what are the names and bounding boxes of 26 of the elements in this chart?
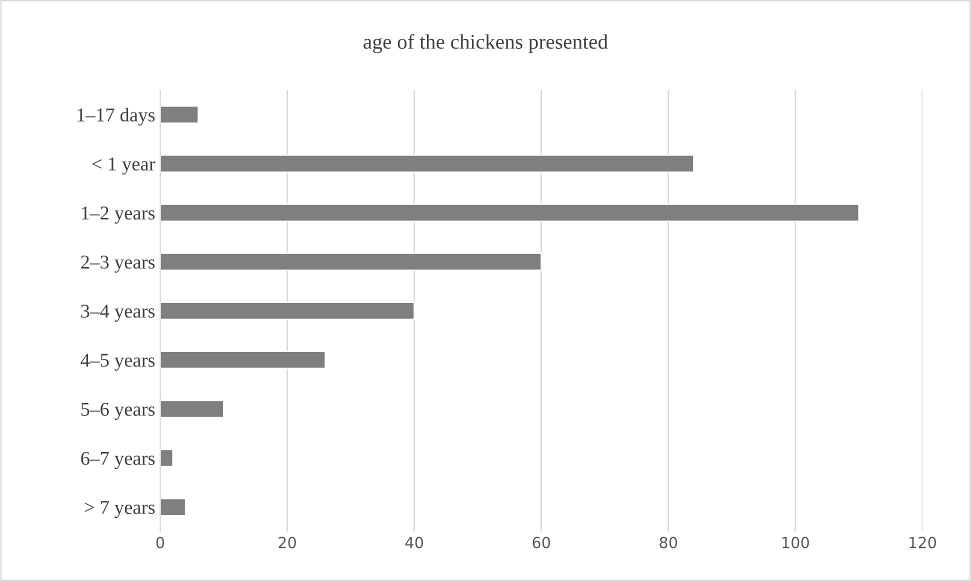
bar bbox=[160, 400, 224, 418]
x-tick-label: 0 bbox=[156, 536, 164, 548]
y-tick-label: 3–4 years bbox=[81, 304, 155, 322]
chart-title: age of the chickens presented bbox=[364, 34, 608, 54]
x-tick-label: 120 bbox=[910, 536, 936, 548]
x-tick-label: 80 bbox=[660, 536, 678, 548]
y-tick-label: < 1 year bbox=[92, 158, 156, 175]
x-tick-label: 20 bbox=[278, 536, 296, 548]
bar bbox=[160, 105, 200, 124]
bar bbox=[160, 350, 326, 370]
y-tick-label: 2–3 years bbox=[81, 256, 155, 273]
y-tick-label: 1–2 years bbox=[82, 206, 155, 224]
y-tick-label: 6–7 years bbox=[81, 452, 155, 469]
y-tick-label: 4–5 years bbox=[80, 354, 155, 371]
x-tick-label: 60 bbox=[532, 536, 550, 548]
y-tick-label: 1–17 days bbox=[78, 108, 155, 126]
x-tick-label: 100 bbox=[782, 536, 809, 548]
y-tick-label: 5–6 years bbox=[81, 402, 155, 420]
y-tick-label: > 7 years bbox=[84, 501, 155, 518]
bar bbox=[160, 154, 694, 173]
bar bbox=[160, 252, 542, 272]
bar bbox=[160, 203, 860, 222]
x-tick-label: 40 bbox=[405, 536, 423, 548]
bar bbox=[160, 498, 186, 516]
bar bbox=[160, 448, 174, 468]
bar bbox=[160, 302, 415, 320]
